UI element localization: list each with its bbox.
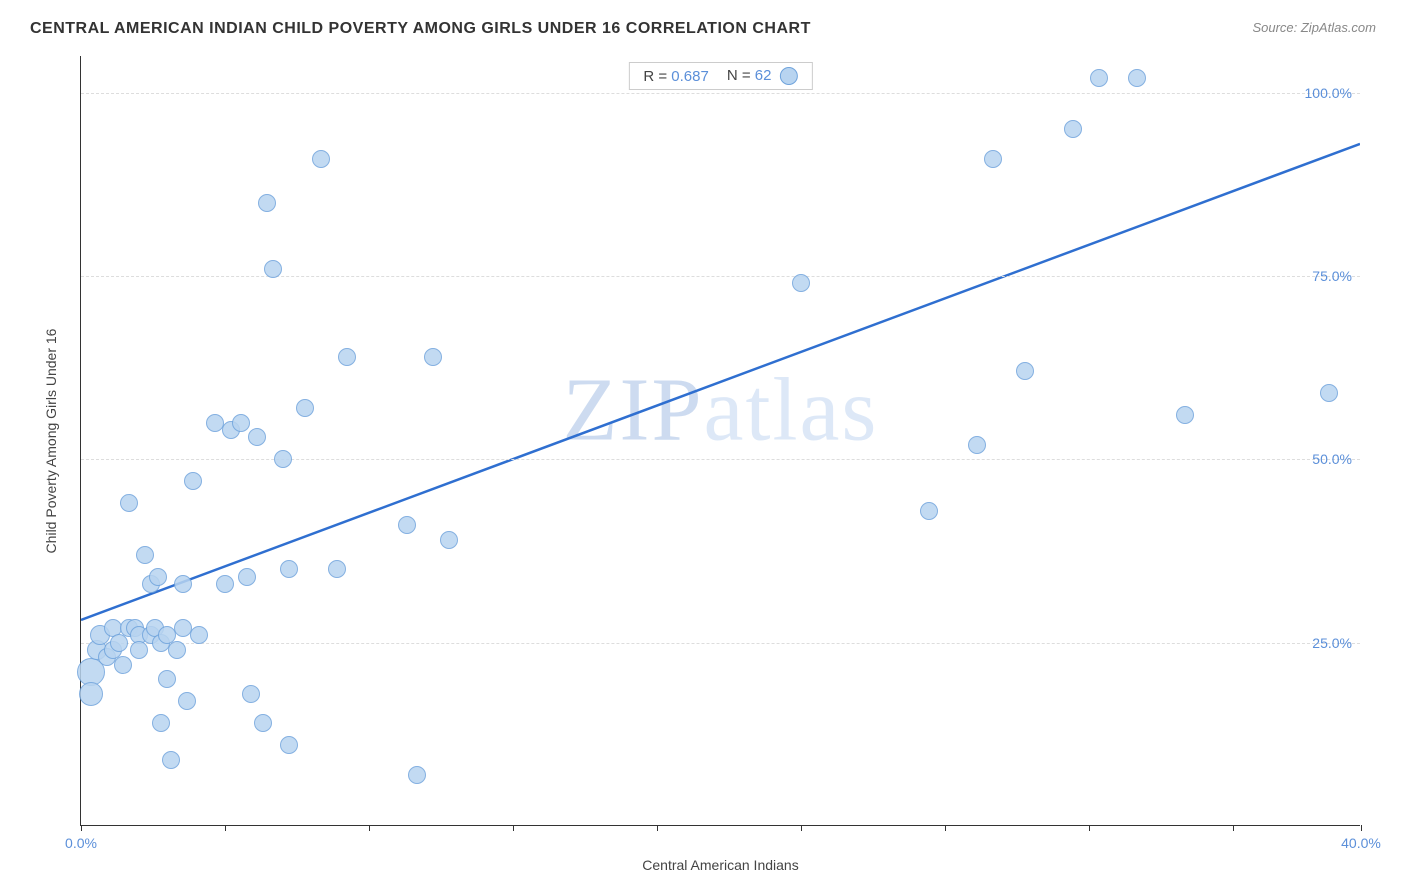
legend-n-label: N = [727,67,755,84]
data-point[interactable] [184,472,202,490]
source-prefix: Source: [1252,20,1300,35]
data-point[interactable] [254,714,272,732]
legend-n: N = 62 [727,67,798,85]
header-row: CENTRAL AMERICAN INDIAN CHILD POVERTY AM… [30,20,1376,38]
legend-r: R = 0.687 [643,68,708,85]
data-point[interactable] [1176,406,1194,424]
x-tick-label: 0.0% [65,835,97,851]
data-point[interactable] [152,714,170,732]
source-attribution: Source: ZipAtlas.com [1252,20,1376,35]
x-tick [1089,825,1090,831]
x-tick [513,825,514,831]
data-point[interactable] [162,751,180,769]
x-tick [225,825,226,831]
gridline [81,643,1360,644]
x-tick [369,825,370,831]
trendline [81,56,1360,825]
data-point[interactable] [232,414,250,432]
data-point[interactable] [242,685,260,703]
x-tick [1233,825,1234,831]
source-name: ZipAtlas.com [1301,20,1376,35]
legend-box: R = 0.687 N = 62 [628,62,812,90]
watermark: ZIPatlas [563,358,879,461]
x-tick [657,825,658,831]
x-axis-label: Central American Indians [642,857,798,873]
data-point[interactable] [984,150,1002,168]
x-tick-label: 40.0% [1341,835,1381,851]
legend-marker-icon [780,67,798,85]
legend-n-value: 62 [755,67,772,84]
data-point[interactable] [274,450,292,468]
data-point[interactable] [158,670,176,688]
chart-area: R = 0.687 N = 62 ZIPatlas Child Poverty … [30,46,1376,866]
data-point[interactable] [920,502,938,520]
data-point[interactable] [1016,362,1034,380]
data-point[interactable] [248,428,266,446]
data-point[interactable] [149,568,167,586]
data-point[interactable] [296,399,314,417]
y-tick-label: 100.0% [1305,85,1352,101]
chart-container: CENTRAL AMERICAN INDIAN CHILD POVERTY AM… [0,0,1406,892]
data-point[interactable] [440,531,458,549]
chart-title: CENTRAL AMERICAN INDIAN CHILD POVERTY AM… [30,20,811,38]
scatter-plot: R = 0.687 N = 62 ZIPatlas Child Poverty … [80,56,1360,826]
data-point[interactable] [264,260,282,278]
y-tick-label: 50.0% [1312,451,1352,467]
data-point[interactable] [792,274,810,292]
y-tick-label: 25.0% [1312,635,1352,651]
data-point[interactable] [130,641,148,659]
data-point[interactable] [1128,69,1146,87]
data-point[interactable] [312,150,330,168]
data-point[interactable] [216,575,234,593]
x-tick [1361,825,1362,831]
data-point[interactable] [136,546,154,564]
gridline [81,93,1360,94]
data-point[interactable] [1320,384,1338,402]
legend-r-value: 0.687 [671,68,709,85]
data-point[interactable] [968,436,986,454]
data-point[interactable] [408,766,426,784]
x-tick [81,825,82,831]
data-point[interactable] [1064,120,1082,138]
y-axis-label: Child Poverty Among Girls Under 16 [43,328,59,553]
data-point[interactable] [79,682,103,706]
data-point[interactable] [174,575,192,593]
data-point[interactable] [280,736,298,754]
data-point[interactable] [168,641,186,659]
data-point[interactable] [120,494,138,512]
x-tick [801,825,802,831]
legend-r-label: R = [643,68,671,85]
data-point[interactable] [114,656,132,674]
data-point[interactable] [424,348,442,366]
data-point[interactable] [328,560,346,578]
data-point[interactable] [280,560,298,578]
data-point[interactable] [398,516,416,534]
data-point[interactable] [338,348,356,366]
x-tick [945,825,946,831]
data-point[interactable] [1090,69,1108,87]
data-point[interactable] [190,626,208,644]
y-tick-label: 75.0% [1312,268,1352,284]
data-point[interactable] [238,568,256,586]
data-point[interactable] [178,692,196,710]
data-point[interactable] [258,194,276,212]
